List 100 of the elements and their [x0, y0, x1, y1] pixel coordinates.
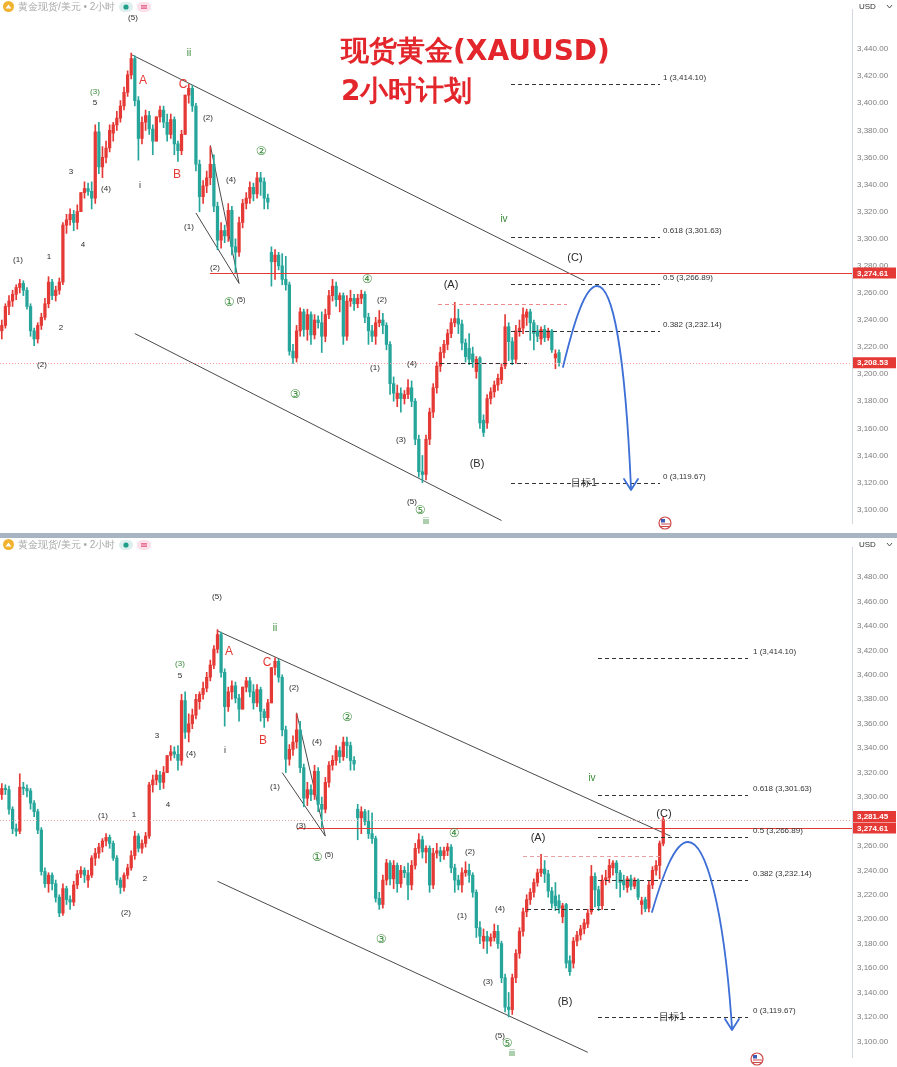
- annotation: (A): [530, 831, 546, 844]
- y-tick-label: 3,140.00: [857, 450, 889, 460]
- annotation: (2): [289, 683, 300, 693]
- annotation: (1): [370, 363, 381, 373]
- y-tick-label: 3,380.00: [857, 694, 889, 704]
- y-tick-label: 3,460.00: [857, 596, 889, 606]
- annotation: C: [262, 655, 272, 670]
- annotation: i: [139, 180, 141, 191]
- annotation: (4): [101, 184, 112, 194]
- ref-line-label: 0.382 (3,232.14): [663, 319, 723, 329]
- y-tick-label: 3,400.00: [857, 670, 889, 680]
- annotation: (1): [270, 782, 281, 792]
- y-tick-label: 3,340.00: [857, 179, 889, 189]
- y-tick-label: 3,120.00: [857, 1012, 889, 1022]
- annotation: (3): [296, 821, 307, 831]
- annotation: iv: [500, 212, 508, 224]
- y-axis-title: USD: [859, 1, 876, 12]
- annotation: (A): [443, 278, 459, 291]
- chart-subtitle: 黄金现货/美元 • 2小时: [18, 1, 116, 12]
- y-tick-label: 3,180.00: [857, 938, 889, 948]
- y-tick-label: 3,420.00: [857, 71, 889, 81]
- y-tick-label: 3,300.00: [857, 792, 889, 802]
- ref-line-label: 0.618 (3,301.63): [663, 225, 723, 235]
- ref-line-label: 3,281.45: [857, 812, 889, 822]
- annotation: (4): [312, 737, 323, 747]
- annotation: (3): [175, 659, 186, 669]
- annotation: A: [138, 73, 148, 88]
- ref-line-label: 1 (3,414.10): [753, 646, 797, 656]
- annotation: 5: [92, 98, 98, 108]
- annotation: (4): [226, 175, 237, 185]
- y-tick-label: 3,160.00: [857, 423, 889, 433]
- annotation: (2): [465, 847, 476, 857]
- ref-line-label: 1 (3,414.10): [663, 72, 707, 82]
- annotation: (2): [377, 295, 388, 305]
- annotation: (5): [212, 592, 223, 602]
- annotation: B: [172, 167, 182, 182]
- annotation: (2): [121, 908, 132, 918]
- ref-line-label: 0 (3,119.67): [663, 471, 706, 481]
- annotation: (4): [407, 359, 418, 369]
- text: 现货黄金(XAUUSD) 2小时计划: [341, 33, 610, 109]
- annotation: 1: [46, 252, 52, 262]
- y-tick-label: 3,380.00: [857, 125, 889, 135]
- annotation: (B): [557, 995, 573, 1008]
- ref-line-label: 3,208.53: [857, 358, 889, 368]
- y-tick-label: 3,360.00: [857, 718, 889, 728]
- y-axis-title: USD: [859, 539, 876, 550]
- annotation: ①: [223, 295, 235, 310]
- y-tick-label: 3,420.00: [857, 645, 889, 655]
- annotation: ii: [272, 621, 278, 633]
- annotation: (1): [457, 911, 468, 921]
- annotation: ii: [186, 46, 192, 58]
- y-tick-label: 3,300.00: [857, 233, 889, 243]
- ref-line-label: 0.618 (3,301.63): [753, 783, 813, 793]
- y-tick-label: 3,220.00: [857, 342, 889, 352]
- ref-line-label: 3,274.61: [857, 268, 889, 278]
- annotation: (3): [396, 435, 407, 445]
- annotation: 4: [165, 800, 171, 810]
- y-tick-label: 3,240.00: [857, 865, 889, 875]
- annotation: 4: [80, 240, 86, 250]
- annotation: (1): [13, 255, 24, 265]
- annotation: ④: [361, 272, 373, 287]
- annotation: (C): [567, 251, 583, 264]
- chart-subtitle: 黄金现货/美元 • 2小时: [18, 539, 116, 550]
- annotation: ③: [289, 387, 301, 402]
- annotation: (3): [483, 977, 494, 987]
- y-tick-label: 3,340.00: [857, 743, 889, 753]
- annotation: iii: [509, 1048, 515, 1059]
- y-tick-label: 3,120.00: [857, 477, 889, 487]
- annotation: (4): [495, 904, 506, 914]
- annotation: (1): [184, 222, 195, 232]
- annotation: (5): [128, 13, 139, 23]
- ref-line-label: 0.382 (3,232.14): [753, 868, 813, 878]
- annotation: 1: [131, 810, 137, 820]
- y-tick-label: 3,320.00: [857, 767, 889, 777]
- annotation: (2): [37, 360, 48, 370]
- y-tick-label: 3,480.00: [857, 572, 889, 582]
- ref-line-label: 0.5 (3,266.89): [663, 272, 714, 282]
- y-tick-label: 3,400.00: [857, 98, 889, 108]
- y-tick-label: 3,240.00: [857, 315, 889, 325]
- y-tick-label: 3,100.00: [857, 504, 889, 514]
- annotation: iv: [588, 771, 596, 783]
- y-tick-label: 3,360.00: [857, 152, 889, 162]
- annotation: C: [178, 77, 188, 92]
- annotation: i: [224, 745, 226, 756]
- annotation: ②: [255, 144, 267, 159]
- y-tick-label: 3,440.00: [857, 44, 889, 54]
- annotation: (2): [210, 263, 221, 273]
- annotation: 2: [58, 323, 64, 333]
- annotation: (2): [203, 113, 214, 123]
- annotation: (4): [186, 749, 197, 759]
- ref-line-label: 3,274.61: [857, 823, 889, 833]
- y-tick-label: 3,200.00: [857, 914, 889, 924]
- y-tick-label: 3,180.00: [857, 396, 889, 406]
- annotation: (1): [98, 811, 109, 821]
- y-tick-label: 3,260.00: [857, 288, 889, 298]
- y-tick-label: 3,220.00: [857, 889, 889, 899]
- y-tick-label: 3,440.00: [857, 621, 889, 631]
- annotation: 2: [142, 874, 148, 884]
- y-tick-label: 3,160.00: [857, 963, 889, 973]
- annotation: 3: [154, 731, 160, 741]
